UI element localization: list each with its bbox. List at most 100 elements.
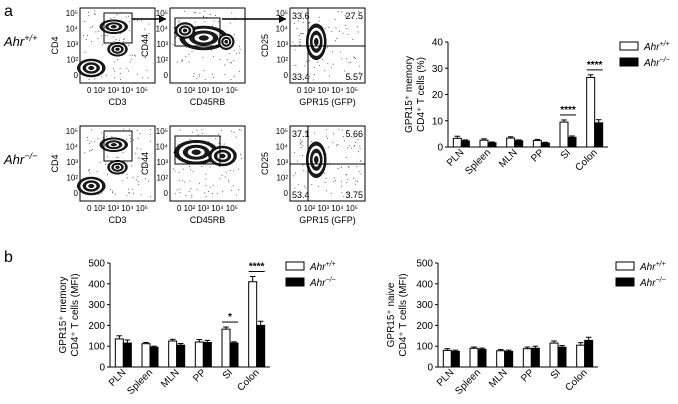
contour-population xyxy=(88,65,95,71)
flow-dot xyxy=(141,163,143,165)
flow-dot xyxy=(128,128,130,130)
flow-dot xyxy=(334,18,336,20)
flow-dot xyxy=(333,177,335,179)
flow-dot xyxy=(133,139,135,141)
flow-dot xyxy=(89,143,91,145)
flow-dot xyxy=(296,28,298,30)
flow-dot xyxy=(201,165,203,167)
flow-dot xyxy=(300,141,302,143)
flow-dot xyxy=(337,11,339,13)
gating-arrow-head xyxy=(159,15,166,23)
flow-dot xyxy=(87,139,89,141)
flow-dot xyxy=(212,184,214,186)
flow-dot xyxy=(294,49,296,51)
flow-x-ticks: 0 10² 10³ 10⁴ 10⁵ xyxy=(297,204,358,213)
flow-dot xyxy=(324,181,326,183)
flow-dot xyxy=(356,26,358,28)
flow-x-ticks: 0 10² 10³ 10⁴ 10⁵ xyxy=(177,86,238,95)
flow-dot xyxy=(332,141,334,143)
flow-dot xyxy=(335,180,337,182)
bar xyxy=(594,122,604,148)
flow-dot xyxy=(135,179,137,181)
flow-dot xyxy=(90,149,92,151)
flow-dot xyxy=(305,187,307,189)
flow-y-label: CD25 xyxy=(260,152,270,175)
flow-dot xyxy=(147,77,149,79)
flow-y-tick: 10⁵ xyxy=(66,127,78,136)
flow-dot xyxy=(312,79,314,81)
flow-dot xyxy=(113,16,115,18)
flow-dot xyxy=(327,146,329,148)
flow-dot xyxy=(318,20,320,22)
significance-label: * xyxy=(228,312,232,323)
flow-dot xyxy=(224,64,226,66)
flow-dot xyxy=(137,176,139,178)
flow-dot xyxy=(238,45,240,47)
legend-swatch xyxy=(619,41,639,51)
flow-dot xyxy=(347,166,349,168)
flow-dot xyxy=(191,196,193,198)
flow-dot xyxy=(335,27,337,29)
flow-dot xyxy=(230,79,232,81)
flow-y-tick: 10³ xyxy=(276,40,288,49)
contour-population xyxy=(219,153,226,159)
flow-y-tick: 10² xyxy=(66,174,78,183)
flow-dot xyxy=(240,153,242,155)
x-tick-label: PLN xyxy=(435,367,457,389)
flow-dot xyxy=(140,194,142,196)
flow-dot xyxy=(229,22,231,24)
flow-dot xyxy=(217,133,219,135)
y-tick-label: 10 xyxy=(432,116,444,127)
flow-dot xyxy=(300,143,302,145)
flow-plot: 37.1 5.66 53.4 3.75 10⁵ 10⁴ 10³ 10² 0 0 10² 10³ 1… xyxy=(260,125,366,225)
flow-dot xyxy=(342,135,344,137)
significance-label: **** xyxy=(587,60,603,71)
flow-dot xyxy=(293,12,295,14)
contour-population xyxy=(314,37,319,46)
flow-dot xyxy=(293,23,295,25)
gate-box xyxy=(174,135,221,165)
flow-dot xyxy=(124,38,126,40)
quadrant-value-lr: 3.75 xyxy=(345,190,363,200)
x-tick-label: PLN xyxy=(107,367,129,389)
flow-y-tick: 10³ xyxy=(66,40,78,49)
y-tick-label: 20 xyxy=(432,90,444,101)
flow-dot xyxy=(122,151,124,153)
flow-dot xyxy=(340,181,342,183)
y-tick-label: 30 xyxy=(432,64,444,75)
flow-plot: 33.6 27.5 33.4 5.57 10⁵ 10⁴ 10³ 10² 0 0 10² 10³ 1… xyxy=(260,7,366,107)
bar xyxy=(557,346,567,368)
flow-dot xyxy=(337,167,339,169)
bar xyxy=(532,139,542,148)
flow-dot xyxy=(172,44,174,46)
flow-dot xyxy=(345,182,347,184)
flow-dot xyxy=(344,70,346,72)
flow-dot xyxy=(238,52,240,54)
quadrant-value-ur: 5.66 xyxy=(345,129,363,139)
flow-dot xyxy=(350,16,352,18)
flow-dot xyxy=(318,16,320,18)
flow-dot xyxy=(178,20,180,22)
flow-dot xyxy=(145,178,147,180)
x-tick-label: MLN xyxy=(497,147,520,170)
flow-dot xyxy=(128,29,130,31)
flow-y-tick: 10⁵ xyxy=(66,9,78,18)
flow-y-tick: 0 xyxy=(74,71,79,80)
flow-x-ticks: 0 10² 10³ 10⁴ 10⁵ xyxy=(297,86,358,95)
flow-dot xyxy=(203,70,205,72)
bar xyxy=(559,121,569,148)
bar xyxy=(149,346,159,368)
bar xyxy=(514,140,524,148)
flow-dot xyxy=(298,44,300,46)
quadrant-value-ll: 33.4 xyxy=(292,72,310,82)
flow-dot xyxy=(212,56,214,58)
flow-dot xyxy=(113,40,115,42)
gating-arrow-head xyxy=(279,15,286,23)
flow-dot xyxy=(341,192,343,194)
flow-dot xyxy=(302,145,304,147)
flow-dot xyxy=(207,190,209,192)
flow-dot xyxy=(193,73,195,75)
flow-dot xyxy=(233,170,235,172)
legend-label: Ahr−/− xyxy=(643,57,670,69)
flow-dot xyxy=(97,138,99,140)
